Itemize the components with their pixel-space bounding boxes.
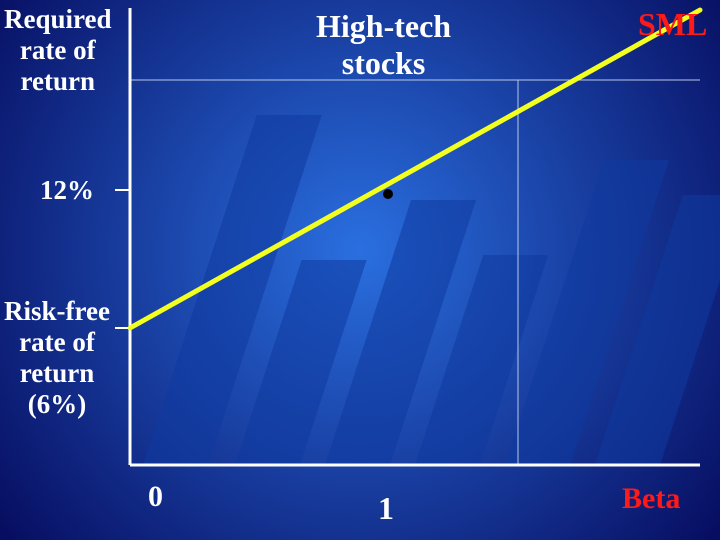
risk-free-label: Risk-free rate of return (6%)	[4, 296, 110, 420]
sml-chart-slide: Required rate of return High-tech stocks…	[0, 0, 720, 540]
chart-title: High-tech stocks	[316, 8, 451, 82]
xtick-1-label: 1	[378, 490, 394, 527]
ytick-12-label: 12%	[40, 175, 94, 206]
y-axis-title: Required rate of return	[4, 4, 112, 97]
xtick-0-label: 0	[148, 480, 163, 515]
x-axis-beta-label: Beta	[622, 482, 680, 517]
sml-label: SML	[638, 6, 707, 43]
